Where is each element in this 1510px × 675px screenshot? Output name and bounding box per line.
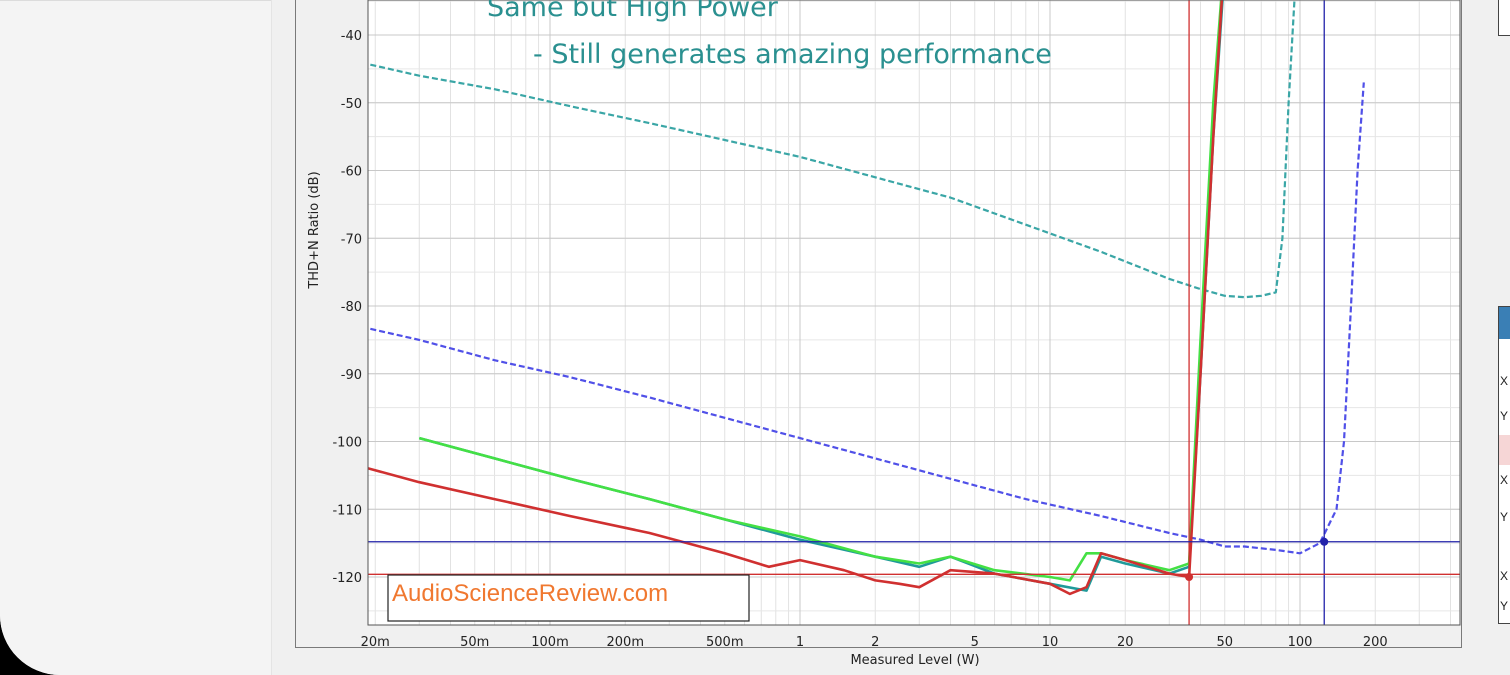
cursor-y-label-1: Y: [1500, 409, 1509, 423]
x-tick-label: 100: [1288, 635, 1313, 650]
x-tick-label: 200: [1363, 635, 1388, 650]
annotation-subtitle: - Still generates amazing performance: [533, 39, 1052, 70]
cursor-x-label-2: X: [1500, 473, 1509, 487]
tick-labels: 20m 50m 100m 200m 500m 1 2 5 10 20 50 100 200 -40 -50 -…: [332, 29, 1387, 650]
x-tick-label: 20m: [361, 635, 390, 650]
x-tick-label: 50m: [460, 635, 489, 650]
sidebar-divider: [271, 0, 272, 675]
minor-grid: [368, 0, 1460, 625]
plot-background: [368, 0, 1460, 625]
y-axis-label: THD+N Ratio (dB): [307, 171, 322, 289]
y-tick-label: -90: [341, 368, 362, 383]
y-tick-label: -40: [341, 29, 362, 44]
cursor-x-label-3: X: [1500, 569, 1509, 583]
x-tick-label: 100m: [531, 635, 568, 650]
x-tick-label: 20: [1117, 635, 1134, 650]
y-tick-label: -70: [341, 232, 362, 247]
cursor-table-header: [1499, 307, 1510, 339]
right-panel-box-top: [1498, 0, 1510, 36]
x-axis-label: Measured Level (W): [850, 653, 979, 668]
y-tick-label: -80: [341, 300, 362, 315]
cursor-x-label-1: X: [1500, 374, 1509, 388]
x-tick-label: 50: [1216, 635, 1233, 650]
cursor-table-highlight: [1499, 435, 1510, 465]
cursor-marker-0: [1185, 573, 1194, 581]
watermark-box: [387, 574, 750, 622]
right-panel: X Y X Y X Y: [1496, 0, 1510, 675]
series-line-1: [368, 82, 1365, 555]
cursor-marker-1: [1320, 537, 1329, 546]
x-tick-label: 10: [1042, 635, 1059, 650]
left-sidebar: [0, 0, 272, 675]
x-tick-label: 500m: [706, 635, 743, 650]
sidebar-top-border: [0, 0, 272, 1]
plot-border: [367, 0, 1461, 626]
x-tick-label: 200m: [607, 635, 644, 650]
x-tick-label: 1: [796, 635, 804, 650]
cursor-y-label-2: Y: [1500, 510, 1509, 524]
cursor-y-label-3: Y: [1500, 599, 1509, 613]
y-tick-label: -50: [341, 97, 362, 112]
right-panel-cursor-table: X Y X Y X Y: [1498, 306, 1510, 624]
y-tick-label: -110: [332, 503, 362, 518]
annotation-title: Same but High Power: [487, 0, 779, 23]
y-tick-label: -120: [332, 571, 362, 586]
y-tick-label: -60: [341, 165, 362, 180]
x-tick-label: 2: [871, 635, 879, 650]
series-line-3: [418, 0, 1223, 582]
x-tick-label: 5: [971, 635, 979, 650]
cursor-layer: [368, 0, 1460, 625]
y-tick-label: -100: [332, 436, 362, 451]
watermark-text: AudioScienceReview.com: [392, 580, 668, 607]
series-line-0: [368, 0, 1296, 299]
